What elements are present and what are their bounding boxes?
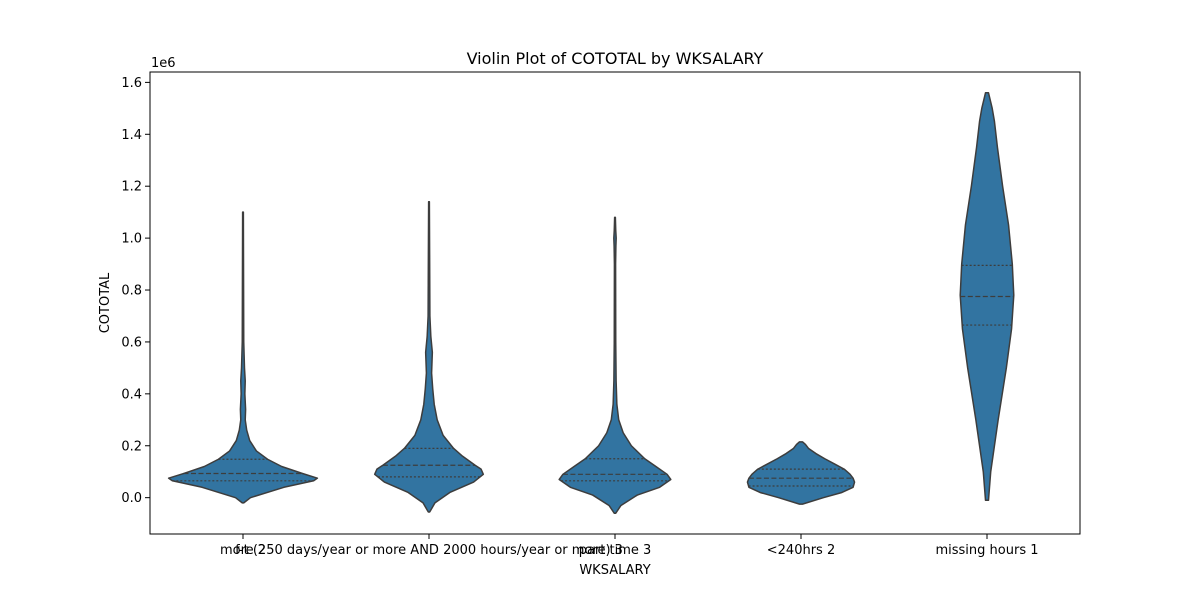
y-axis-label: COTOTAL [98,272,113,333]
x-tick-label: part time 3 [579,543,652,558]
violin-body [167,211,319,504]
chart-title: Violin Plot of COTOTAL by WKSALARY [467,49,764,68]
x-tick-label: more 2 [220,543,266,558]
y-tick-label: 1.6 [121,76,142,91]
x-tick-label: f-t (250 days/year or more AND 2000 hour… [235,543,623,558]
violin-1 [167,211,319,504]
violin-2 [373,201,485,513]
x-tick-label: <240hrs 2 [767,543,835,558]
y-tick-label: 1.2 [121,180,142,195]
y-tick-label: 0.2 [121,439,142,454]
violin-5 [959,92,1015,502]
y-axis: 0.0 0.2 0.4 0.6 0.8 1.0 1.2 1.4 1.6 [121,76,150,506]
x-axis-label: WKSALARY [579,563,650,578]
x-axis: more 2f-t (250 days/year or more AND 200… [220,534,1039,558]
violin-body [373,201,485,513]
y-tick-label: 0.6 [121,335,142,350]
violin-3 [558,216,672,514]
y-axis-offset-label: 1e6 [151,56,176,71]
y-tick-label: 0.8 [121,284,142,299]
y-tick-label: 1.4 [121,128,142,143]
violin-body [558,216,672,514]
violin-4 [746,441,856,505]
violin-layer [167,92,1015,514]
x-tick-label: missing hours 1 [935,543,1038,558]
y-tick-label: 0.4 [121,387,142,402]
y-tick-label: 1.0 [121,232,142,247]
violin-body [746,441,856,505]
y-tick-label: 0.0 [121,491,142,506]
